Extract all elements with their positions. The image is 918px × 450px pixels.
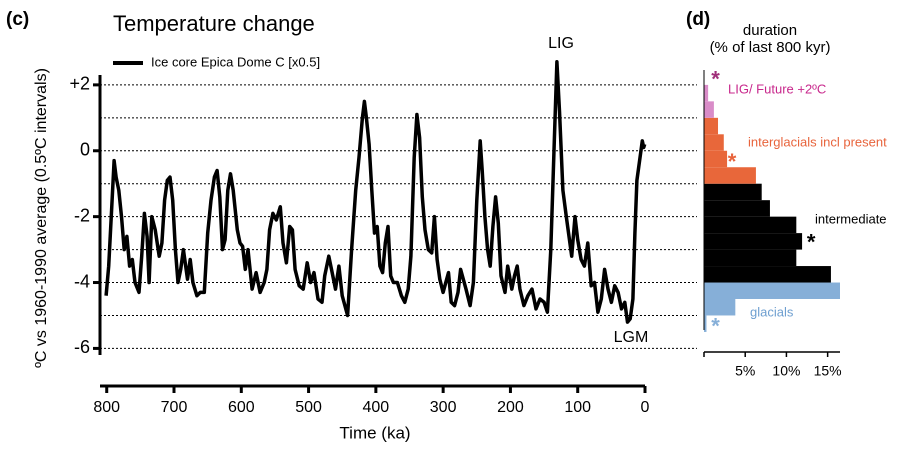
legend-label: Ice core Epica Dome C [x0.5] bbox=[151, 54, 320, 69]
histogram-bar bbox=[704, 101, 714, 118]
chart-subtitle: (% of last 800 kyr) bbox=[710, 39, 831, 56]
histogram-bar bbox=[704, 299, 736, 316]
y-tick-label: -4 bbox=[74, 271, 90, 291]
group-label: LIG/ Future +2ºC bbox=[728, 81, 826, 96]
histogram-bar bbox=[704, 84, 709, 102]
histogram-bar bbox=[704, 216, 797, 234]
histogram-bar bbox=[704, 249, 797, 267]
y-tick-label: 0 bbox=[80, 140, 90, 160]
annotation: LGM bbox=[614, 329, 649, 346]
x-tick-label: 200 bbox=[497, 399, 524, 416]
histogram-bar bbox=[704, 167, 756, 184]
y-tick-label: +2 bbox=[69, 74, 90, 94]
x-tick-label: 10% bbox=[772, 363, 800, 379]
x-tick-label: 300 bbox=[430, 399, 457, 416]
x-tick-label: 500 bbox=[295, 399, 322, 416]
panel-label: (c) bbox=[6, 9, 29, 30]
panel-label: (d) bbox=[686, 9, 710, 30]
y-tick-label: -2 bbox=[74, 205, 90, 225]
x-tick-label: 0 bbox=[641, 399, 650, 416]
chart-title: Temperature change bbox=[113, 11, 315, 36]
x-tick-label: 700 bbox=[161, 399, 188, 416]
histogram-bar bbox=[704, 233, 803, 250]
x-tick-label: 15% bbox=[814, 363, 842, 379]
histogram-bar bbox=[704, 150, 728, 168]
histogram-bar bbox=[704, 282, 840, 299]
group-label: intermediate bbox=[815, 211, 887, 226]
x-tick-label: 800 bbox=[93, 399, 120, 416]
group-marker: * bbox=[711, 66, 720, 91]
histogram-bar bbox=[704, 315, 707, 332]
x-axis-label: Time (ka) bbox=[339, 423, 410, 442]
group-marker: * bbox=[807, 230, 816, 255]
group-marker: * bbox=[711, 314, 720, 339]
histogram-bar bbox=[704, 134, 724, 151]
histogram-bar bbox=[704, 266, 831, 283]
temperature-line bbox=[104, 60, 647, 324]
x-tick-label: 5% bbox=[735, 363, 755, 379]
x-tick-label: 600 bbox=[228, 399, 255, 416]
group-label: glacials bbox=[750, 304, 794, 319]
chart-title: duration bbox=[743, 22, 797, 39]
x-tick-label: 400 bbox=[363, 399, 390, 416]
histogram-bar bbox=[704, 200, 770, 217]
histogram-bar bbox=[704, 183, 762, 201]
histogram-bar bbox=[704, 117, 719, 135]
y-tick-label: -6 bbox=[74, 337, 90, 357]
group-marker: * bbox=[728, 149, 737, 174]
x-tick-label: 100 bbox=[564, 399, 591, 416]
y-axis-label: ºC vs 1960-1990 average (0.5ºC intervals… bbox=[33, 68, 50, 368]
group-label: interglacials incl present bbox=[748, 134, 887, 149]
annotation: LIG bbox=[548, 35, 574, 52]
